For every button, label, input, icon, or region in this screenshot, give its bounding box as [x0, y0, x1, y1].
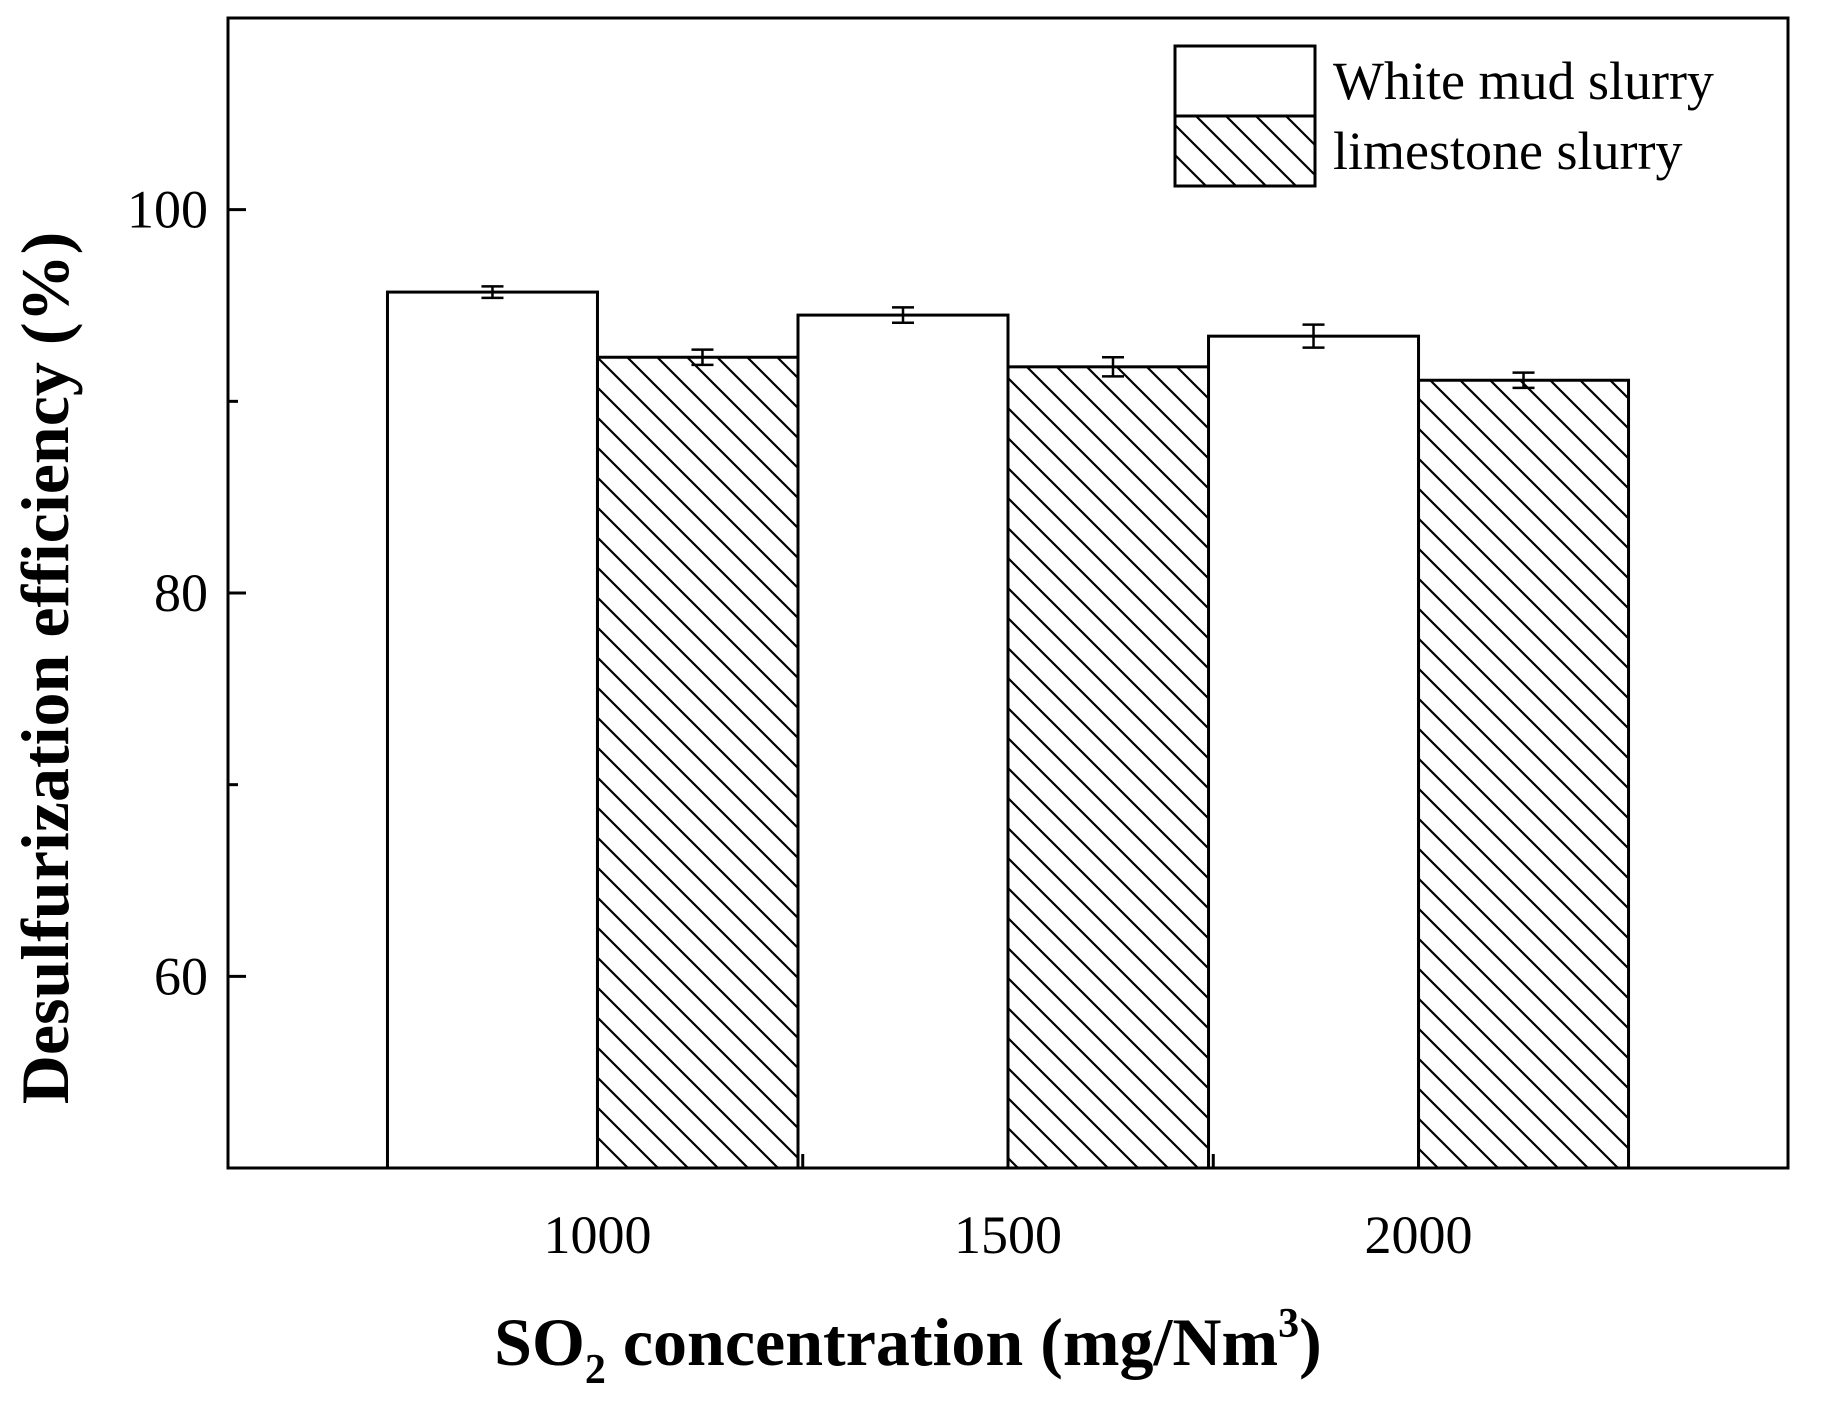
axes-layer: 1000 1500 2000 60 80 100 [127, 16, 1790, 1265]
bar-white-mud-2000 [1207, 334, 1421, 1170]
legend-label-white-mud: White mud slurry [1333, 51, 1714, 111]
legend: White mud slurry limestone slurry [1173, 44, 1714, 188]
legend-swatch-white-mud [1173, 44, 1317, 118]
legend-swatch-limestone [1173, 114, 1317, 188]
x-tick-label-1500: 1500 [954, 1205, 1062, 1265]
y-tick-label-60: 60 [154, 946, 208, 1006]
x-axis-title-subscript: 2 [585, 1347, 606, 1393]
legend-label-limestone: limestone slurry [1333, 121, 1682, 181]
x-axis-title: SO2 concentration (mg/Nm3) [494, 1301, 1322, 1393]
bar-limestone-2000 [1417, 378, 1631, 1170]
x-tick-label-1000: 1000 [543, 1205, 651, 1265]
x-axis-title-main: SO [494, 1304, 585, 1380]
x-tick-label-2000: 2000 [1365, 1205, 1473, 1265]
bar-white-mud-1000 [385, 290, 599, 1170]
y-tick-label-100: 100 [127, 180, 208, 240]
bar-limestone-1000 [595, 355, 809, 1170]
bars-layer [385, 285, 1631, 1170]
x-axis-title-middle: concentration (mg/Nm [606, 1304, 1278, 1380]
y-tick-label-80: 80 [154, 563, 208, 623]
x-axis-title-superscript: 3 [1278, 1301, 1299, 1347]
bar-white-mud-1500 [796, 313, 1010, 1170]
y-axis-title: Desulfurization efficiency (%) [7, 232, 83, 1104]
bar-limestone-1500 [1006, 365, 1220, 1170]
x-axis-title-end: ) [1299, 1304, 1322, 1380]
